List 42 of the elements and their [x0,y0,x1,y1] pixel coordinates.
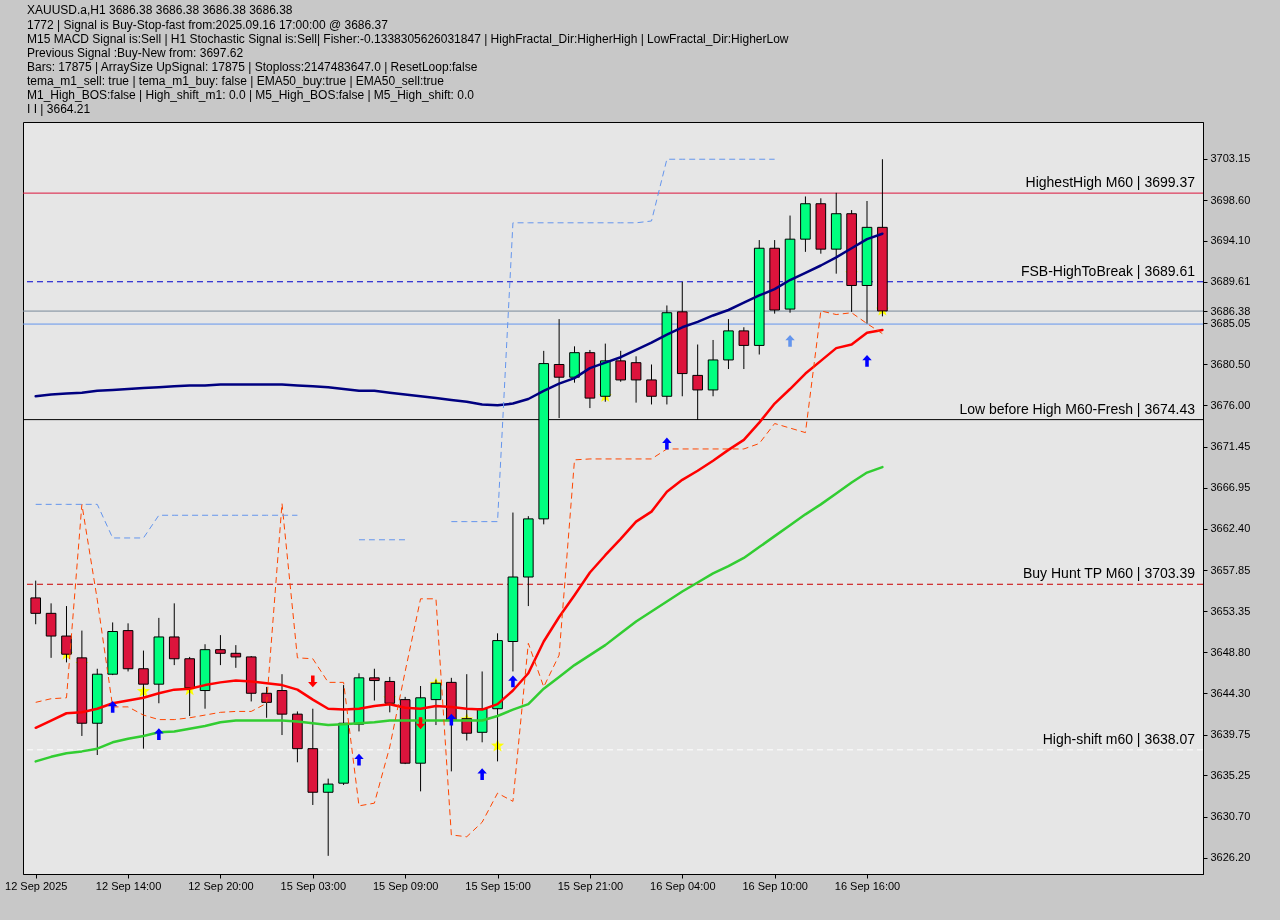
text: Previous Signal :Buy-New from: 3697.62 [27,46,244,60]
x-tick-label: 12 Sep 14:00 [95,879,162,892]
x-tick-label: 16 Sep 10:00 [742,879,808,892]
y-tick-label: 3689.61 [1210,275,1251,288]
y-tick-label: 3630.70 [1210,810,1251,823]
y-tick-label: 3685.05 [1210,316,1251,329]
text: M15 MACD Signal is:Sell | H1 Stochastic Signal is:Sell| Fisher:-0.1338305626031847 | HighFractal_Dir:HigherHigh | LowFractal_Dir:HigherLow [27,32,789,46]
x-tick-label: 15 Sep 09:00 [372,879,439,892]
text: M1_High_BOS:false | High_shift_m1: 0.0 | M5_High_BOS:false | M5_High_shift: 0.0 [27,88,475,102]
y-tick-label: 3676.00 [1210,398,1251,411]
text: I I | 3664.21 [27,102,91,116]
y-tick-label: 3680.50 [1210,357,1251,370]
x-tick-label: 16 Sep 16:00 [834,879,901,892]
chart-title: XAUUSD.a,H1 3686.38 3686.38 3686.38 3686.38 [27,3,293,17]
ref-line-label: High-shift m60 | 3638.07 [1042,730,1196,747]
ref-line-label: Low before High M60-Fresh | 3674.43 [959,400,1196,417]
y-tick-label: 3648.80 [1210,645,1251,658]
ref-line-label: HighestHigh M60 | 3699.37 [1025,174,1196,191]
x-tick-label: 12 Sep 2025 [5,879,68,892]
y-tick-label: 3657.85 [1210,563,1251,576]
x-tick-label: 12 Sep 20:00 [188,879,254,892]
y-tick-label: 3686.38 [1210,304,1251,317]
ref-line-label: FSB-HighToBreak | 3689.61 [1020,262,1196,279]
y-tick-label: 3639.75 [1210,728,1251,741]
text: Bars: 17875 | ArraySize UpSignal: 17875 | Stoploss:2147483647.0 | ResetLoop:false [27,60,478,74]
y-tick-label: 3666.95 [1210,481,1251,494]
y-tick-label: 3694.10 [1210,234,1251,247]
text: 1772 | Signal is Buy-Stop-fast from:2025.09.16 17:00:00 @ 3686.37 [27,18,389,32]
y-tick-label: 3644.30 [1210,686,1251,699]
y-tick-label: 3635.25 [1210,768,1251,781]
x-tick-label: 15 Sep 03:00 [280,879,347,892]
text: tema_m1_sell: true | tema_m1_buy: false | EMA50_buy:true | EMA50_sell:true [27,74,445,88]
y-tick-label: 3653.35 [1210,604,1251,617]
x-tick-label: 16 Sep 04:00 [650,879,716,892]
y-tick-label: 3671.45 [1210,440,1251,453]
y-tick-label: 3626.20 [1210,851,1251,864]
y-tick-label: 3698.60 [1210,193,1251,206]
x-tick-label: 15 Sep 15:00 [465,879,531,892]
y-tick-label: 3662.40 [1210,522,1251,535]
ref-line-label: Buy Hunt TP M60 | 3703.39 [1022,565,1196,582]
y-tick-label: 3703.15 [1210,152,1251,165]
x-tick-label: 15 Sep 21:00 [557,879,624,892]
